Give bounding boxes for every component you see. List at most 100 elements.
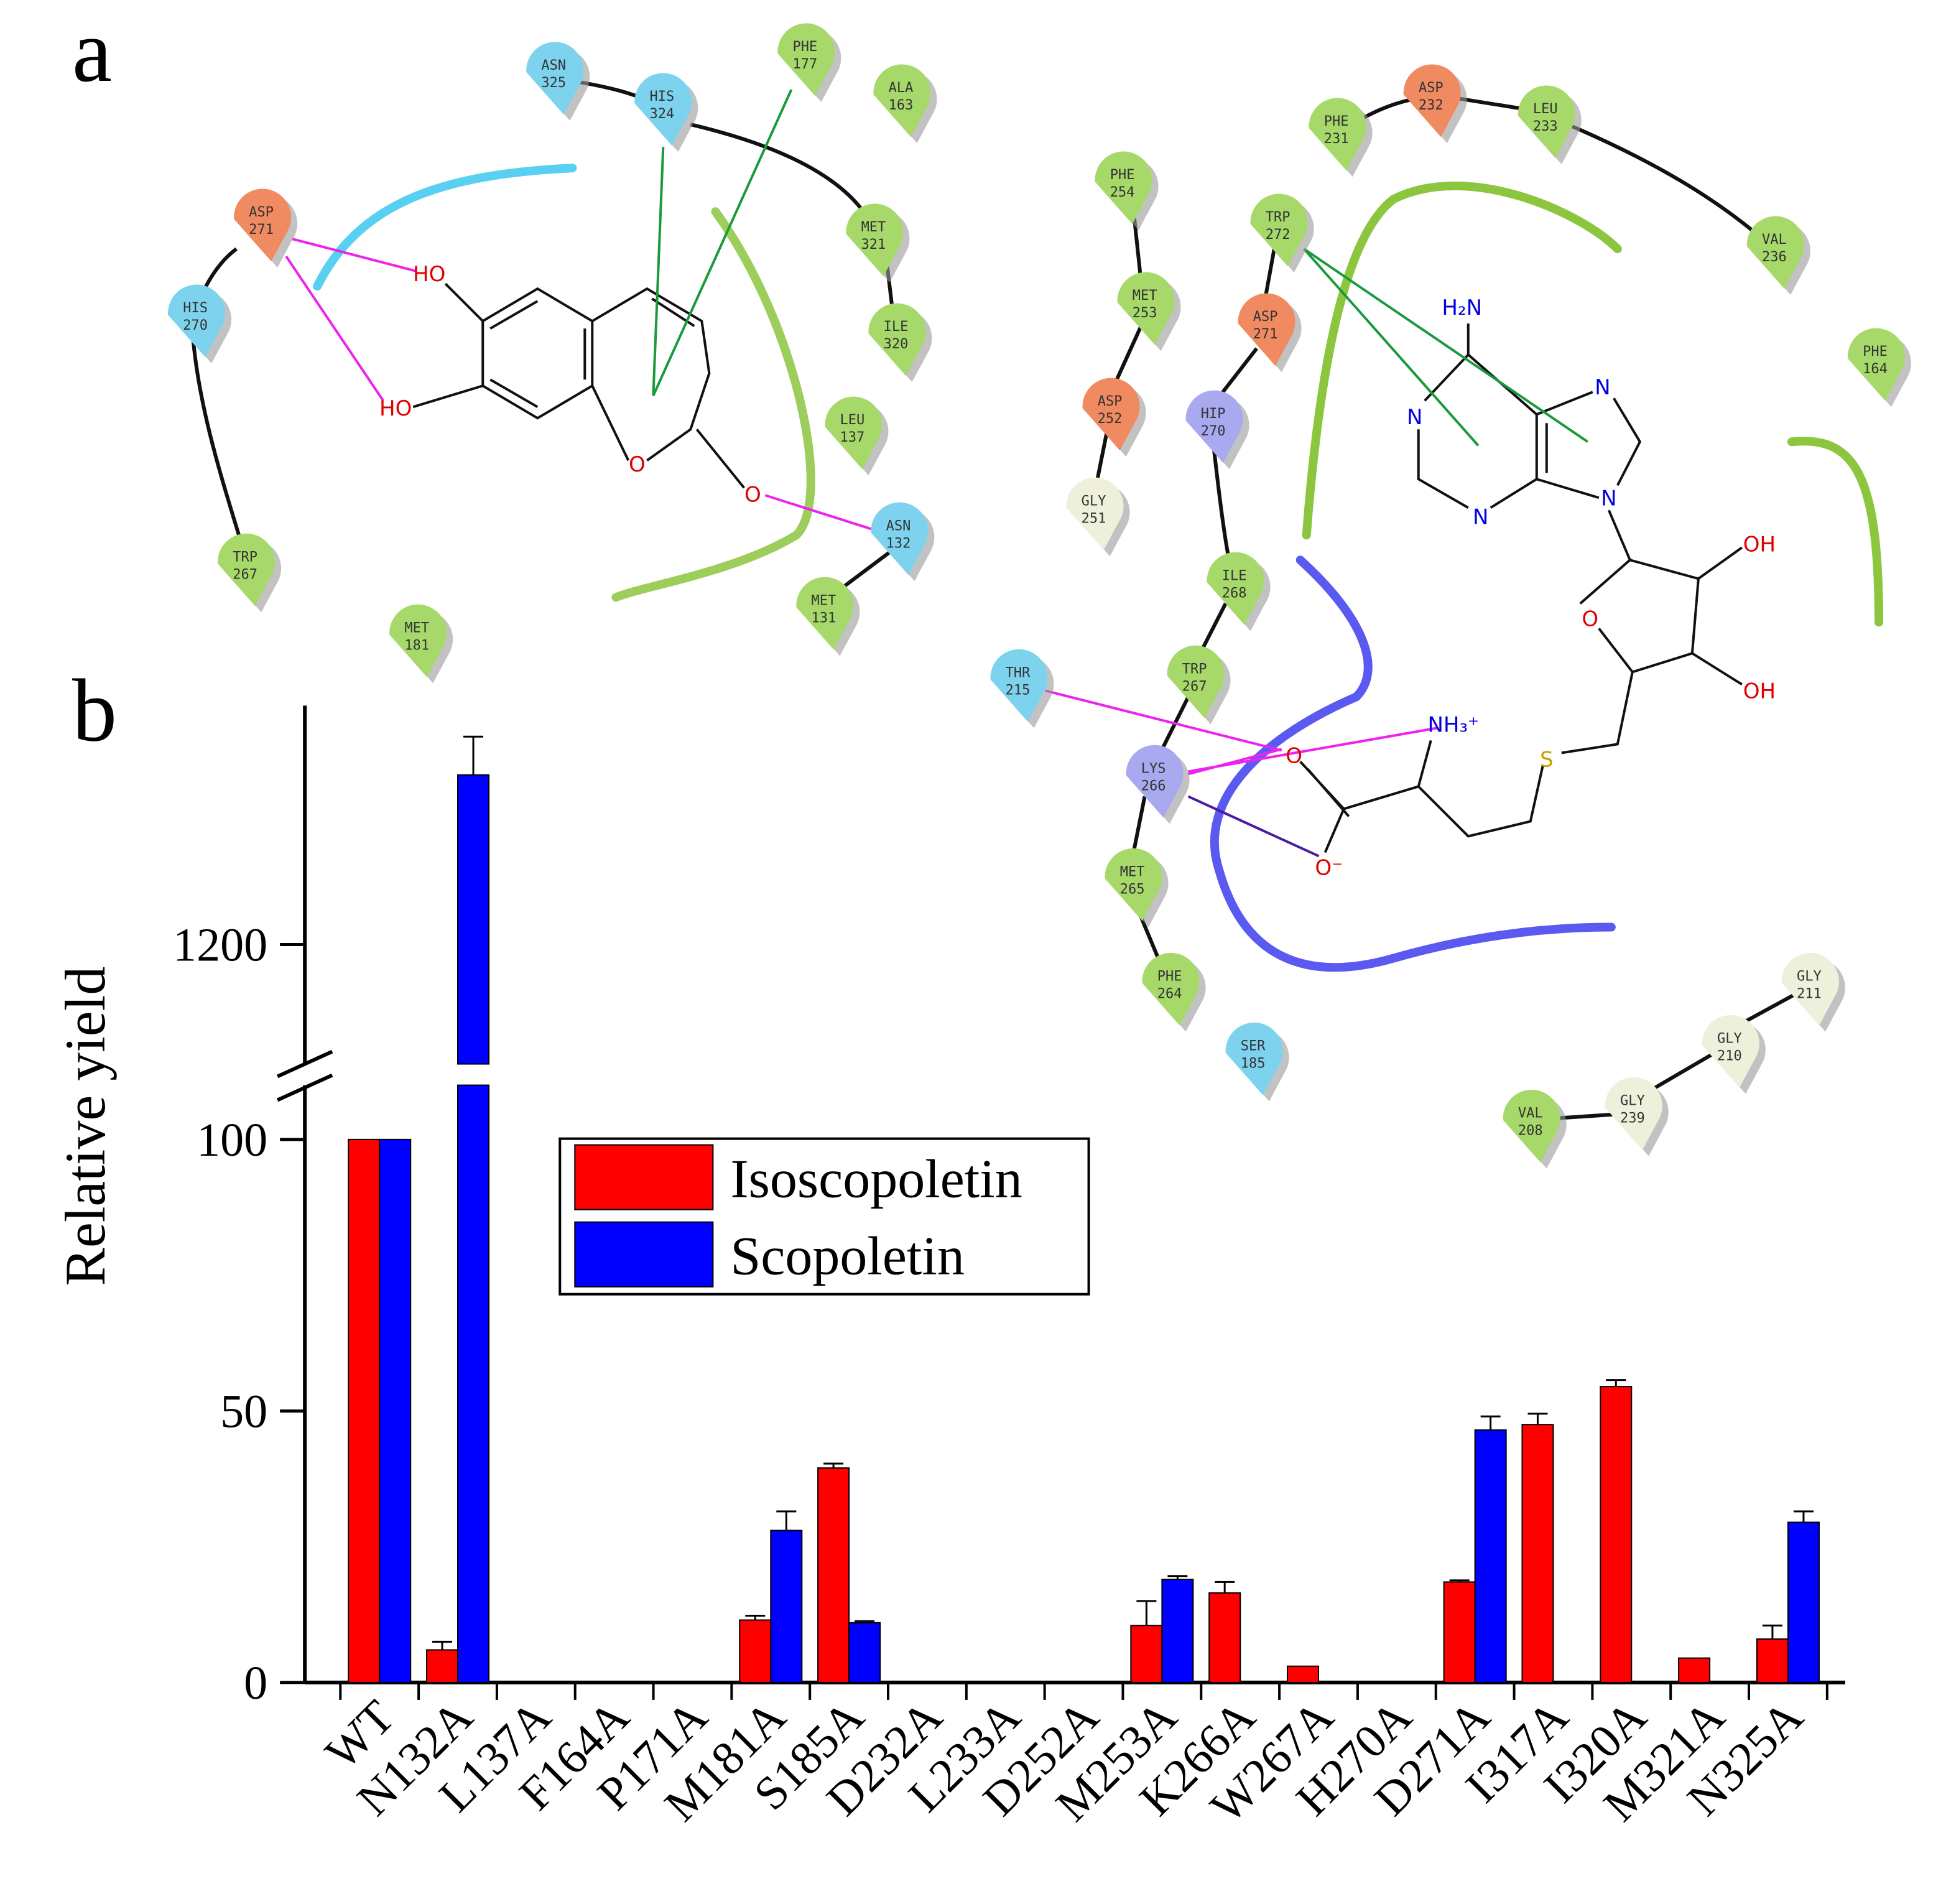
interaction-lines	[285, 89, 1588, 858]
residue: TRP 267	[1167, 645, 1231, 725]
bar	[348, 1138, 381, 1683]
residue-name: SER	[1241, 1039, 1266, 1054]
atom-label: S	[1540, 747, 1554, 772]
bar	[379, 1138, 412, 1683]
residue-name: PHE	[793, 39, 818, 55]
residue: THR 215	[990, 649, 1054, 728]
residue-shape	[1126, 745, 1184, 818]
residue: TRP 267	[218, 533, 282, 613]
atom-label: N	[1601, 486, 1616, 511]
residue-shape	[1167, 645, 1225, 718]
atom-label: O	[629, 452, 646, 477]
panel-label: a	[72, 2, 112, 101]
residue-number: 211	[1797, 987, 1822, 1002]
residue: ASP 271	[1238, 293, 1302, 373]
residue-shape	[1066, 477, 1124, 550]
error-bar	[745, 1614, 766, 1620]
residue-number: 268	[1222, 585, 1247, 601]
residue-number: 177	[793, 57, 818, 72]
error-bar	[776, 1510, 797, 1531]
bar	[1678, 1657, 1711, 1683]
ligand-bonds	[412, 282, 1743, 853]
residue-name: ALA	[889, 80, 914, 96]
residue-shape	[1781, 952, 1839, 1026]
residue: PHE 177	[777, 23, 841, 103]
atom-label: H₂N	[1442, 295, 1482, 320]
residue-shape	[990, 649, 1048, 722]
residue: PHE 254	[1095, 151, 1159, 231]
residue-number: 270	[183, 318, 208, 333]
residue-shape	[1082, 378, 1140, 451]
residue-number: 271	[1253, 327, 1278, 342]
residue-shape	[868, 303, 926, 376]
residue-shape	[1309, 98, 1366, 171]
residue-shape	[873, 64, 931, 137]
residue-shape	[168, 284, 226, 358]
residue-number: 266	[1141, 778, 1166, 794]
residue-number: 270	[1201, 424, 1226, 439]
error-bar	[1762, 1624, 1782, 1640]
residue: ASN 325	[526, 42, 590, 121]
residue-shape	[1105, 848, 1162, 921]
residue-name: TRP	[233, 549, 257, 565]
bar	[1443, 1581, 1476, 1683]
residue-name: MET	[812, 593, 836, 608]
residue-shape	[1095, 151, 1152, 225]
bar	[1161, 1579, 1194, 1683]
residue-name: MET	[1120, 864, 1145, 880]
backbone	[191, 79, 1805, 1122]
residue-shape	[1518, 85, 1575, 159]
bar	[848, 1622, 881, 1683]
error-bar	[463, 735, 484, 775]
residue-name: ASP	[249, 205, 274, 220]
residue-number: 272	[1266, 227, 1291, 243]
legend-label: Scopoletin	[730, 1227, 964, 1287]
residue-shape	[777, 23, 835, 96]
residue-name: GLY	[1717, 1031, 1742, 1047]
atom-label: N	[1407, 405, 1422, 430]
residue-name: LYS	[1141, 761, 1166, 776]
bar	[425, 1649, 459, 1683]
residue-shape	[1403, 64, 1461, 137]
atom-label: O	[1286, 743, 1302, 768]
error-bar	[823, 1462, 844, 1469]
bar	[1521, 1424, 1554, 1683]
residue-name: GLY	[1797, 969, 1822, 985]
bar	[1600, 1386, 1633, 1683]
residue-number: 210	[1717, 1049, 1742, 1064]
residue: MET 321	[846, 203, 910, 283]
residue-name: LEU	[840, 412, 865, 428]
residue-name: GLY	[1082, 493, 1106, 509]
y-tick-label: 50	[220, 1385, 267, 1437]
error-bar	[1480, 1415, 1501, 1430]
residue-name: PHE	[1863, 344, 1888, 360]
residue-shape	[825, 396, 883, 470]
residue-name: ASP	[1419, 80, 1444, 96]
atom-label: O⁻	[1315, 855, 1343, 880]
residue-name: ILE	[884, 319, 909, 335]
residue-number: 252	[1098, 411, 1123, 427]
bar	[1756, 1638, 1789, 1683]
residue-number: 254	[1110, 185, 1135, 200]
bar	[817, 1467, 850, 1683]
residue-shape	[796, 577, 854, 650]
residue-number: 267	[1182, 679, 1207, 694]
legend-swatch	[574, 1144, 714, 1210]
error-bar	[1793, 1510, 1814, 1523]
residue: GLY 251	[1066, 477, 1130, 557]
atom-label: OH	[1743, 532, 1776, 557]
residue-shape	[1142, 952, 1200, 1026]
residue-number: 271	[249, 222, 274, 238]
atom-label: O	[1582, 606, 1598, 631]
residue-number: 131	[812, 610, 836, 626]
residue-number: 239	[1620, 1111, 1645, 1126]
residue-number: 325	[541, 75, 566, 91]
residue-number: 232	[1419, 98, 1444, 113]
panel-label: b	[72, 661, 117, 760]
residue-number: 208	[1518, 1123, 1543, 1139]
residue-shape	[218, 533, 276, 606]
residue: ASP 232	[1403, 64, 1467, 144]
atoms: HO HO O O H₂N N N N N OH O OH NH₃⁺ O S O⁻	[379, 262, 1776, 880]
